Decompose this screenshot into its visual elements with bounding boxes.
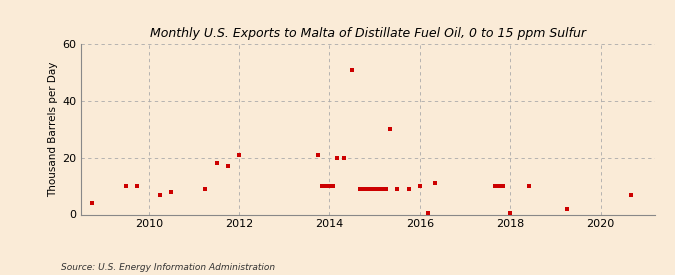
Point	[354, 187, 365, 191]
Point	[497, 184, 508, 188]
Point	[211, 161, 222, 166]
Point	[358, 187, 369, 191]
Point	[313, 153, 323, 157]
Point	[362, 187, 373, 191]
Point	[392, 187, 403, 191]
Point	[381, 187, 392, 191]
Point	[414, 184, 425, 188]
Point	[132, 184, 143, 188]
Point	[561, 207, 572, 211]
Point	[339, 155, 350, 160]
Title: Monthly U.S. Exports to Malta of Distillate Fuel Oil, 0 to 15 ppm Sulfur: Monthly U.S. Exports to Malta of Distill…	[150, 27, 586, 40]
Point	[626, 192, 637, 197]
Point	[422, 211, 433, 215]
Point	[200, 187, 211, 191]
Point	[429, 181, 440, 185]
Point	[384, 127, 395, 131]
Point	[321, 184, 331, 188]
Point	[403, 187, 414, 191]
Point	[377, 187, 387, 191]
Point	[87, 201, 98, 205]
Point	[524, 184, 535, 188]
Point	[327, 184, 338, 188]
Point	[331, 155, 342, 160]
Point	[166, 189, 177, 194]
Point	[373, 187, 383, 191]
Point	[490, 184, 501, 188]
Text: Source: U.S. Energy Information Administration: Source: U.S. Energy Information Administ…	[61, 263, 275, 272]
Point	[317, 184, 327, 188]
Point	[369, 187, 380, 191]
Point	[366, 187, 377, 191]
Point	[324, 184, 335, 188]
Point	[234, 153, 244, 157]
Point	[493, 184, 504, 188]
Point	[223, 164, 234, 168]
Y-axis label: Thousand Barrels per Day: Thousand Barrels per Day	[48, 62, 58, 197]
Point	[155, 192, 165, 197]
Point	[347, 67, 358, 72]
Point	[121, 184, 132, 188]
Point	[505, 211, 516, 215]
